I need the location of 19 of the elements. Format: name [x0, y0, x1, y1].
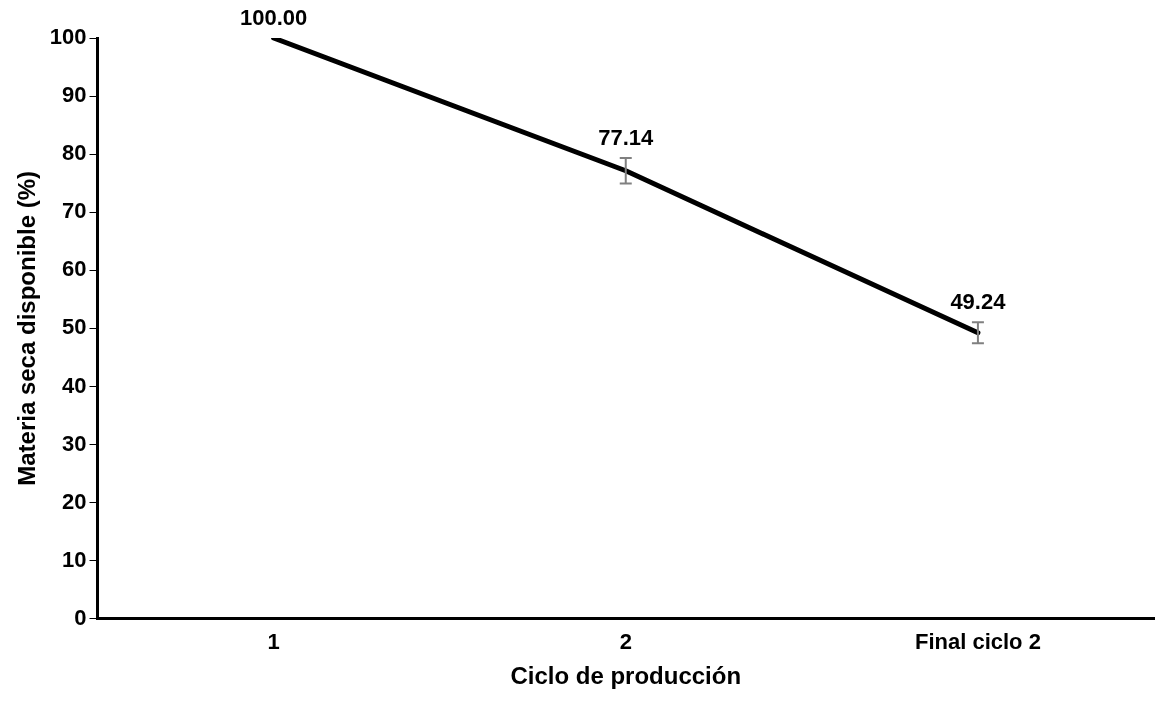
data-label: 100.00 [239, 5, 308, 31]
y-tick-label: 10 [62, 546, 87, 572]
y-tick-label: 40 [62, 372, 87, 398]
y-tick-label: 50 [62, 314, 87, 340]
x-tick-label: 2 [619, 629, 632, 655]
y-axis-title: Materia seca disponible (%) [13, 171, 41, 486]
x-tick-label: 1 [267, 629, 280, 655]
x-axis-title: Ciclo de producción [510, 662, 742, 690]
y-tick-label: 0 [74, 604, 87, 630]
y-tick-label: 30 [62, 430, 87, 456]
data-label: 77.14 [598, 125, 655, 151]
y-tick-label: 80 [62, 140, 87, 166]
x-tick-label: Final ciclo 2 [914, 629, 1041, 655]
y-tick-label: 70 [62, 198, 87, 224]
y-tick-label: 100 [49, 24, 87, 50]
data-label: 49.24 [950, 289, 1007, 315]
y-tick-label: 90 [62, 82, 87, 108]
y-tick-label: 20 [62, 488, 87, 514]
y-tick-label: 60 [62, 256, 87, 282]
